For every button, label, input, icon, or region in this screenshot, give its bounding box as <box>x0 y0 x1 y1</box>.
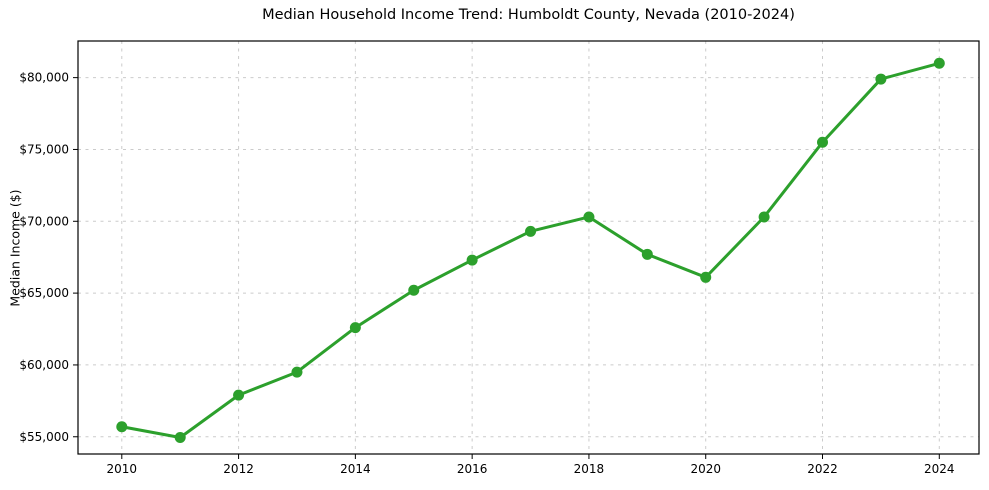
y-tick-label: $75,000 <box>19 142 69 156</box>
data-point-2019 <box>641 248 653 260</box>
x-tick-label: 2010 <box>107 462 138 476</box>
x-tick-label: 2018 <box>574 462 605 476</box>
data-point-2010 <box>116 421 128 433</box>
y-tick-label: $55,000 <box>19 430 69 444</box>
data-point-2018 <box>583 211 595 223</box>
y-tick-label: $60,000 <box>19 358 69 372</box>
x-tick-label: 2020 <box>690 462 721 476</box>
x-tick-label: 2016 <box>457 462 488 476</box>
data-point-2016 <box>466 254 478 266</box>
data-point-2013 <box>291 366 303 378</box>
chart-title: Median Household Income Trend: Humboldt … <box>262 7 795 23</box>
x-tick-label: 2024 <box>924 462 955 476</box>
x-tick-label: 2012 <box>223 462 254 476</box>
data-point-2020 <box>700 271 712 283</box>
data-point-2011 <box>174 431 186 443</box>
y-tick-label: $65,000 <box>19 286 69 300</box>
data-point-2022 <box>817 136 829 148</box>
data-point-2021 <box>758 211 770 223</box>
y-tick-label: $80,000 <box>19 71 69 85</box>
x-tick-label: 2014 <box>340 462 371 476</box>
data-point-2024 <box>933 57 945 69</box>
plot-box-spines <box>77 40 980 455</box>
x-tick-label: 2022 <box>807 462 838 476</box>
income-trend-line <box>120 61 941 439</box>
y-axis-label: Median Income ($) <box>7 189 23 307</box>
data-point-2014 <box>349 322 361 334</box>
data-point-2012 <box>233 389 245 401</box>
data-point-2023 <box>875 73 887 85</box>
y-tick-label: $70,000 <box>19 214 69 228</box>
data-point-2015 <box>408 284 420 296</box>
data-point-2017 <box>525 225 537 237</box>
